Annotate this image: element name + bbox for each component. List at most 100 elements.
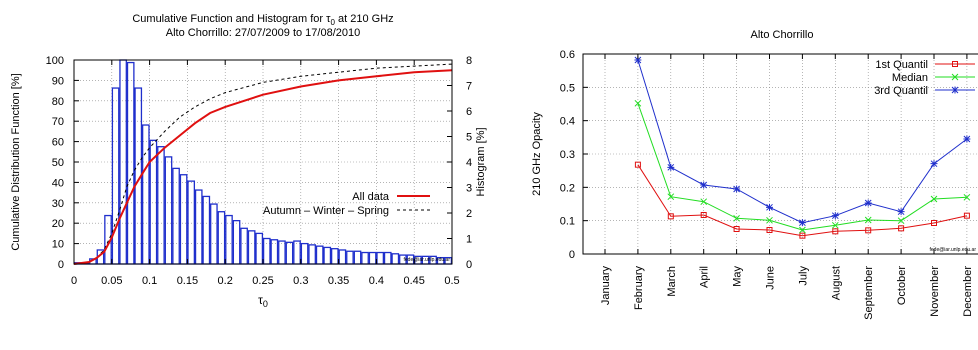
data-point-marker — [667, 163, 675, 171]
y-axis-right-label: Histogram [%] — [475, 127, 487, 196]
y-tick-label: 0.1 — [560, 216, 575, 228]
data-point-marker — [864, 216, 872, 224]
x-tick-label: January — [600, 266, 612, 306]
x-tick-label: October — [896, 266, 908, 305]
data-point-marker — [634, 99, 642, 107]
y-left-tick-label: 20 — [52, 218, 64, 230]
chart-title-suffix: at 210 GHz — [335, 13, 394, 25]
chart-subtitle: Alto Chorrillo: 27/07/2009 to 17/08/2010 — [166, 27, 360, 39]
credit-text: fede@iar.unlp.edu.ar — [404, 257, 451, 263]
y-axis-label: 210 GHz Opacity — [531, 112, 543, 196]
y-right-tick-label: 0 — [466, 259, 472, 271]
y-right-tick-label: 4 — [466, 157, 472, 169]
x-tick-label: 0.3 — [293, 275, 308, 287]
y-left-tick-label: 90 — [52, 75, 64, 87]
data-point-marker — [766, 227, 773, 233]
legend-label-seasonal: Autumn – Winter – Spring — [263, 205, 389, 217]
y-right-tick-label: 8 — [466, 55, 472, 67]
y-tick-label: 0.4 — [560, 116, 575, 128]
data-point-marker — [667, 213, 674, 220]
chart-title: Alto Chorrillo — [751, 29, 814, 41]
legend-marker — [951, 73, 959, 81]
y-left-tick-label: 30 — [52, 198, 64, 210]
x-tick-label: December — [962, 266, 974, 317]
data-point-marker — [931, 220, 937, 226]
x-tick-label: 0.1 — [142, 275, 157, 287]
y-left-tick-label: 0 — [58, 259, 64, 271]
data-point-marker — [733, 214, 740, 222]
y-axis-left-label: Cumulative Distribution Function [%] — [10, 73, 22, 250]
data-point-marker — [634, 56, 642, 64]
y-tick-label: 0 — [569, 249, 575, 261]
cdf-histogram-chart: 0 0.05 0.1 0.15 0.2 0.25 0.3 0.35 0.4 0.45 0.50102… — [10, 13, 487, 309]
y-right-tick-label: 7 — [466, 81, 472, 93]
legend-marker — [952, 61, 958, 67]
x-tick-label: 0.5 — [444, 275, 459, 287]
x-tick-label: 0.05 — [101, 275, 122, 287]
data-point-marker — [930, 195, 938, 203]
x-tick-label: 0 — [71, 275, 77, 287]
credit-text: fede@iar.unlp.edu.ar — [930, 247, 977, 253]
data-point-marker — [831, 212, 839, 220]
data-point-marker — [898, 225, 905, 232]
data-point-marker — [930, 160, 938, 168]
x-tick-label: August — [830, 266, 842, 300]
x-axis-label: τ0 — [258, 293, 268, 309]
chart-title-subscript: 0 — [331, 18, 336, 27]
y-tick-label: 0.2 — [560, 182, 575, 194]
x-tick-label: 0.35 — [328, 275, 349, 287]
data-point-marker — [667, 193, 675, 201]
legend-label-all-data: All data — [352, 191, 390, 203]
x-tick-label: November — [929, 266, 941, 317]
x-axis-label-main: τ — [258, 293, 263, 307]
x-tick-label: July — [797, 266, 809, 286]
data-point-marker — [897, 208, 905, 216]
data-point-marker — [897, 217, 905, 225]
x-tick-label: September — [863, 266, 875, 320]
legend-marker — [951, 86, 959, 94]
data-point-marker — [766, 203, 773, 211]
legend-label: 3rd Quantil — [874, 85, 928, 97]
y-tick-label: 0.6 — [560, 49, 575, 61]
data-point-marker — [766, 216, 773, 224]
y-right-tick-label: 3 — [466, 183, 472, 195]
chart-title-prefix: Cumulative Function and Histogram for τ — [132, 13, 331, 25]
y-left-tick-label: 40 — [52, 177, 64, 189]
data-point-marker — [963, 193, 971, 201]
data-point-marker — [864, 199, 872, 207]
y-right-tick-label: 1 — [466, 234, 472, 246]
y-left-tick-label: 10 — [52, 239, 64, 251]
x-axis-label-subscript: 0 — [263, 299, 268, 309]
data-point-marker — [963, 212, 970, 219]
x-tick-label: June — [765, 266, 777, 290]
y-left-tick-label: 50 — [52, 157, 64, 169]
y-left-tick-label: 60 — [52, 137, 64, 149]
y-tick-label: 0.5 — [560, 82, 575, 94]
x-tick-label: May — [732, 266, 744, 287]
series-line — [637, 164, 968, 237]
y-left-tick-label: 70 — [52, 116, 64, 128]
data-point-marker — [831, 221, 839, 229]
data-point-marker — [865, 227, 872, 234]
legend-label: 1st Quantil — [875, 59, 928, 71]
data-point-marker — [700, 198, 708, 206]
series-line-all-data — [73, 69, 453, 265]
x-tick-label: 0.2 — [218, 275, 233, 287]
data-point-marker — [733, 226, 740, 232]
data-point-marker — [798, 219, 806, 227]
x-tick-label: March — [666, 266, 678, 297]
data-point-marker — [700, 181, 708, 189]
series-line-seasonal — [73, 63, 453, 265]
data-point-marker — [799, 232, 806, 239]
x-tick-label: 0.15 — [177, 275, 198, 287]
y-left-tick-label: 80 — [52, 96, 64, 108]
x-tick-label: April — [699, 266, 711, 288]
y-left-tick-label: 100 — [46, 55, 64, 67]
x-tick-label: February — [633, 266, 645, 311]
y-right-tick-label: 2 — [466, 208, 472, 220]
y-right-tick-label: 5 — [466, 132, 472, 144]
data-point-marker — [832, 228, 839, 235]
legend-label: Median — [892, 72, 928, 84]
